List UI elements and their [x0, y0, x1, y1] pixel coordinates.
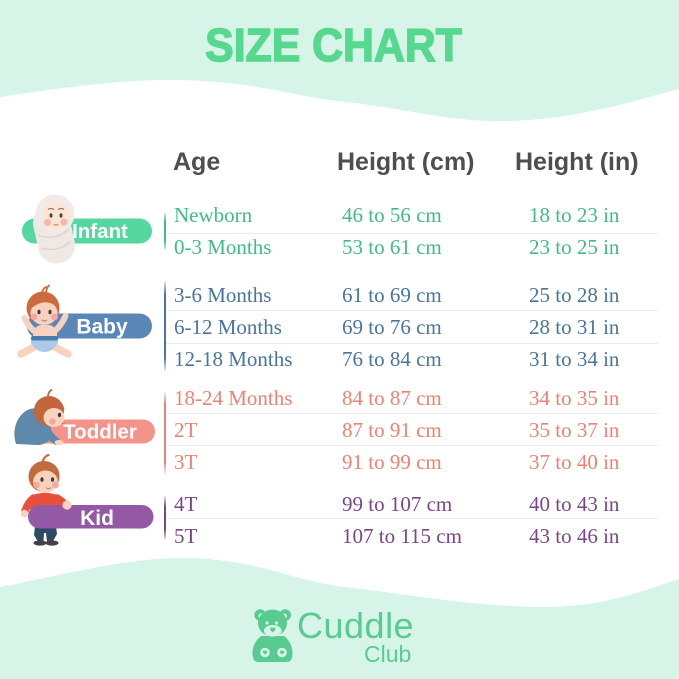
svg-text:Club: Club	[364, 641, 411, 667]
svg-text:Infant: Infant	[72, 220, 128, 243]
svg-text:Baby: Baby	[76, 316, 128, 339]
svg-text:Toddler: Toddler	[63, 421, 137, 444]
svg-text:Kid: Kid	[80, 507, 114, 530]
svg-text:Cuddle: Cuddle	[297, 605, 414, 646]
